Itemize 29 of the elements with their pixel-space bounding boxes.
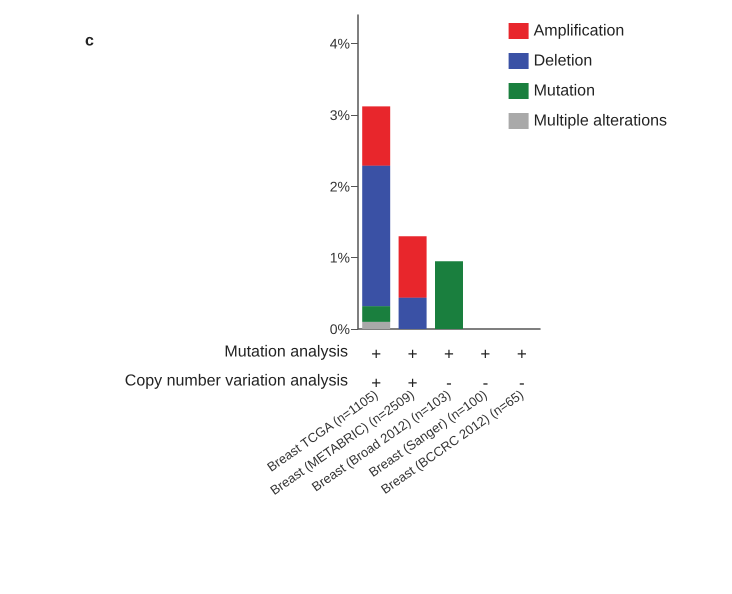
text: + xyxy=(444,344,454,364)
y-tick-label: 3% xyxy=(330,106,350,123)
legend-label: Multiple alterations xyxy=(534,112,668,130)
text: + xyxy=(408,374,418,392)
text: + xyxy=(371,344,382,364)
text: - xyxy=(518,374,525,392)
bar xyxy=(362,306,390,322)
text: Copy number variation analysis xyxy=(124,372,348,390)
text: Mutation analysis xyxy=(224,344,348,360)
text: + xyxy=(480,344,490,364)
bar xyxy=(362,106,390,166)
text: + xyxy=(408,344,418,364)
text: c xyxy=(85,32,94,50)
text: - xyxy=(482,374,488,392)
text: + xyxy=(371,374,382,392)
bar xyxy=(435,261,463,329)
text: + xyxy=(516,344,527,364)
y-tick-label: 4% xyxy=(330,36,350,52)
legend-label: Mutation xyxy=(534,82,595,100)
y-tick-label: 0% xyxy=(330,321,350,337)
bar xyxy=(362,322,390,329)
bar xyxy=(398,298,427,329)
legend-label: Amplification xyxy=(534,22,624,40)
y-tick-label: 2% xyxy=(330,178,350,194)
bar xyxy=(398,236,427,298)
bar xyxy=(362,166,390,306)
y-tick-label: 1% xyxy=(330,250,350,266)
legend-label: Deletion xyxy=(534,52,592,70)
text: - xyxy=(446,374,452,392)
